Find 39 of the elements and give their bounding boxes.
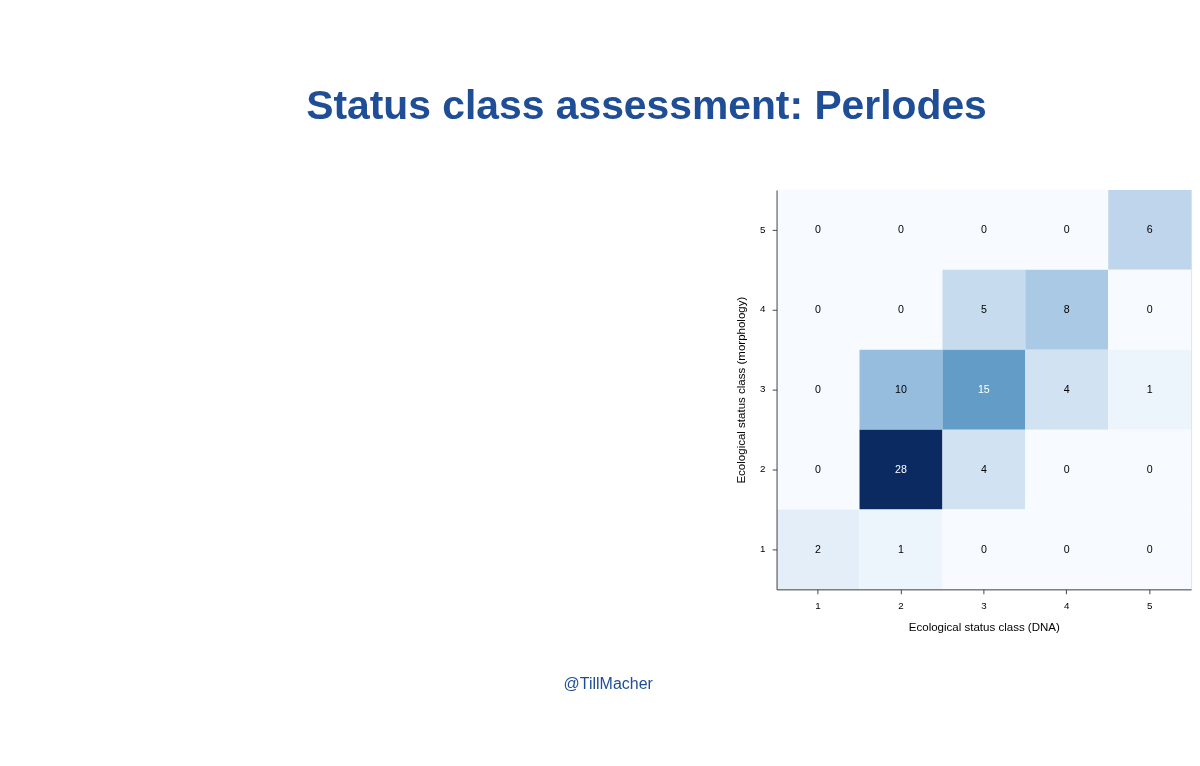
data-label: 0 [898, 303, 905, 316]
data-label: 0 [1063, 223, 1070, 236]
x-tick-label: 2 [898, 600, 904, 612]
y-tick-label: 3 [760, 383, 766, 395]
data-label: 8 [1063, 303, 1070, 316]
x-axis-title: Ecological status class (DNA) [908, 620, 1060, 633]
data-label: 4 [1063, 383, 1070, 396]
y-axis-title: Ecological status class (morphology) [735, 296, 748, 484]
y-tick-label: 2 [760, 463, 766, 475]
data-label: 0 [1146, 543, 1153, 556]
data-label: 0 [980, 543, 987, 556]
x-tick-label: 4 [1064, 600, 1071, 612]
data-label: 0 [980, 223, 987, 236]
data-label: 4 [980, 463, 987, 476]
data-label: 10 [895, 383, 907, 396]
x-tick-label: 5 [1146, 600, 1153, 612]
data-label: 1 [898, 543, 905, 556]
data-label: 15 [977, 383, 990, 396]
data-label: 0 [1146, 463, 1153, 476]
y-tick-label: 4 [760, 303, 767, 315]
chart-title: Status class assessment: Perlodes [306, 81, 987, 128]
data-label: 0 [815, 383, 822, 396]
y-tick-label: 1 [760, 543, 766, 555]
data-label: 0 [1063, 463, 1070, 476]
data-label: 0 [815, 303, 822, 316]
data-label: 1 [1146, 383, 1153, 396]
data-label: 5 [980, 303, 987, 316]
data-label: 6 [1146, 223, 1153, 236]
x-tick-label: 3 [981, 600, 987, 612]
data-label: 0 [898, 223, 905, 236]
data-label: 2 [815, 543, 822, 556]
y-tick-label: 5 [760, 223, 767, 235]
data-label: 0 [1146, 303, 1153, 316]
text: @TillMacher [563, 674, 654, 692]
data-label: 28 [895, 463, 907, 476]
x-tick-label: 1 [815, 600, 821, 612]
data-label: 0 [1063, 543, 1070, 556]
data-label: 0 [815, 223, 822, 236]
data-label: 0 [815, 463, 822, 476]
